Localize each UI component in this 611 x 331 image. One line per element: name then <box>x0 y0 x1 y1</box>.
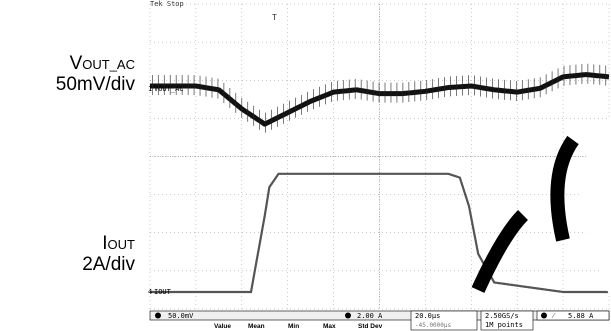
ch4-scale: 2.00 A <box>357 312 383 320</box>
timebase: 20.0µs <box>415 312 440 320</box>
top-label: Tek Stop <box>150 0 184 8</box>
trigger-marker: T <box>272 13 277 22</box>
vout-scale: 50mV/div <box>55 73 135 95</box>
oscilloscope-display: Tek Stop T 1 VOUT_AC 4 IOUT 50.0mV 2.00 … <box>148 0 611 331</box>
ch1-marker: 1 <box>148 85 152 93</box>
record-length: 1M points <box>485 321 523 329</box>
vout-trace <box>148 72 611 127</box>
vout-label: VOUT_AC 50mV/div <box>55 53 135 95</box>
scope-grid <box>149 3 610 310</box>
trigger-position: -45.0000µs <box>415 322 452 329</box>
traces <box>148 63 611 294</box>
iout-label-sub: OUT <box>107 237 135 252</box>
ch1-badge <box>155 312 161 319</box>
status-bar: 50.0mV 2.00 A 20.0µs -45.0000µs 2.50GS/s… <box>149 310 610 331</box>
iout-label-main: I <box>102 233 108 254</box>
trigger-slope-icon: ⁄ <box>551 312 556 320</box>
ch4-badge <box>345 312 351 319</box>
overlay-stroke-bottom <box>471 210 529 293</box>
iout-scale: 2A/div <box>82 253 135 275</box>
stats-header: Min <box>288 323 299 330</box>
overlay-arc-right <box>581 120 611 300</box>
trigger-level: 5.88 A <box>568 312 594 320</box>
ch4-marker: 4 <box>148 288 152 296</box>
stats-header: Max <box>323 323 336 330</box>
stats-header: Std Dev <box>358 323 383 330</box>
ch1-scale: 50.0mV <box>168 312 194 320</box>
iout-label: IOUT 2A/div <box>82 233 135 275</box>
stats-headers: Value Mean Min Max Std Dev <box>214 323 383 330</box>
stats-header: Value <box>214 323 231 330</box>
trigger-badge <box>541 312 547 319</box>
sample-rate: 2.50GS/s <box>485 312 519 320</box>
stats-header: Mean <box>248 323 265 330</box>
ch4-label: IOUT <box>154 288 172 296</box>
overlay-stroke-right <box>550 135 579 242</box>
iout-trace <box>150 172 609 294</box>
vout-label-main: V <box>69 53 83 74</box>
vout-label-sub: OUT_AC <box>82 57 135 72</box>
ch1-label: VOUT_AC <box>154 85 184 93</box>
